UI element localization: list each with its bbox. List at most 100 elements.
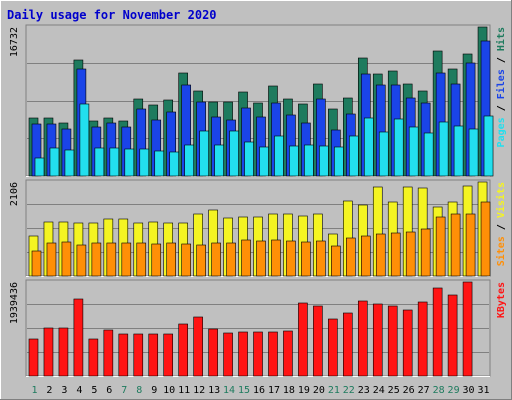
kbytes-bar-kbytes bbox=[417, 301, 428, 377]
kbytes-bar-kbytes bbox=[163, 333, 174, 377]
kbytes-bar-kbytes bbox=[313, 305, 323, 377]
visits-bar-sites bbox=[390, 232, 401, 277]
kbytes-bar-kbytes bbox=[238, 331, 248, 377]
kbytes-bar-kbytes bbox=[343, 312, 353, 377]
day-label: 14 bbox=[223, 385, 235, 396]
hits-bar-pages bbox=[423, 132, 434, 177]
day-label: 12 bbox=[193, 385, 205, 396]
visits-bar-sites bbox=[256, 240, 266, 277]
visits-bar-sites bbox=[196, 244, 206, 277]
day-label: 28 bbox=[433, 385, 445, 396]
hits-axis-label-files: Files bbox=[495, 69, 507, 99]
visits-bar-sites bbox=[316, 240, 326, 277]
day-label: 23 bbox=[358, 385, 370, 396]
visits-bar-sites bbox=[241, 239, 251, 277]
hits-bar-pages bbox=[274, 135, 284, 177]
day-label: 30 bbox=[463, 385, 475, 396]
hits-axis-label-separator: / bbox=[496, 99, 507, 117]
day-label: 3 bbox=[61, 385, 67, 396]
hits-bar-pages bbox=[79, 103, 90, 177]
visits-bar-sites bbox=[405, 231, 416, 277]
kbytes-bar-kbytes bbox=[193, 316, 203, 377]
day-label: 21 bbox=[328, 385, 340, 396]
hits-bar-pages bbox=[408, 126, 419, 177]
visits-bar-sites bbox=[91, 242, 102, 277]
hits-bar-pages bbox=[334, 146, 344, 177]
kbytes-panel: 1939436 KBytes bbox=[9, 279, 507, 377]
day-label: 29 bbox=[448, 385, 460, 396]
kbytes-series-axis-label: KBytes bbox=[496, 282, 507, 318]
hits-axis-label-hits: Hits bbox=[495, 27, 507, 51]
day-label: 22 bbox=[343, 385, 355, 396]
kbytes-bar-kbytes bbox=[133, 333, 144, 377]
day-label: 1 bbox=[31, 385, 37, 396]
visits-bar-sites bbox=[375, 233, 386, 277]
hits-bar-pages bbox=[169, 151, 180, 177]
kbytes-ymax-label: 1939436 bbox=[9, 282, 20, 324]
kbytes-bar-kbytes bbox=[432, 287, 443, 377]
hits-bar-pages bbox=[363, 117, 374, 177]
hits-bar-pages bbox=[319, 145, 329, 177]
hits-bar-pages bbox=[94, 147, 105, 177]
kbytes-bar-kbytes bbox=[402, 309, 413, 377]
visits-axis-label-separator: / bbox=[496, 218, 507, 236]
visits-panel: 2106 Sites / Visits bbox=[9, 179, 507, 277]
hits-bar-pages bbox=[199, 130, 209, 177]
hits-panel: 16732 Pages / Files / Hits bbox=[9, 24, 507, 177]
hits-bar-pages bbox=[124, 148, 135, 177]
hits-bar-pages bbox=[229, 130, 239, 177]
visits-bar-sites bbox=[61, 241, 72, 277]
visits-bar-sites bbox=[181, 243, 191, 277]
hits-series-axis-label: Pages / Files / Hits bbox=[495, 27, 507, 147]
kbytes-bar-kbytes bbox=[178, 323, 188, 377]
visits-bar-sites bbox=[136, 242, 147, 277]
kbytes-bar-kbytes bbox=[328, 318, 338, 377]
visits-bar-sites bbox=[301, 241, 311, 277]
visits-series-axis-label: Sites / Visits bbox=[495, 182, 507, 266]
visits-bar-sites bbox=[465, 213, 476, 277]
kbytes-bar-kbytes bbox=[58, 327, 69, 377]
visits-bar-sites bbox=[271, 239, 281, 277]
chart-title: Daily usage for November 2020 bbox=[7, 8, 217, 22]
visits-bar-sites bbox=[166, 242, 177, 277]
day-label: 20 bbox=[313, 385, 325, 396]
visits-bar-sites bbox=[226, 242, 236, 277]
hits-bar-pages bbox=[49, 147, 60, 177]
hits-axis-label-separator: / bbox=[496, 51, 507, 69]
kbytes-axis-label-kbytes: KBytes bbox=[496, 282, 507, 318]
visits-bar-sites bbox=[420, 228, 431, 277]
day-label: 24 bbox=[373, 385, 385, 396]
day-label: 15 bbox=[238, 385, 250, 396]
day-label: 5 bbox=[91, 385, 97, 396]
kbytes-bar-kbytes bbox=[283, 330, 293, 377]
hits-axis-label-pages: Pages bbox=[496, 117, 507, 147]
day-label: 6 bbox=[106, 385, 112, 396]
kbytes-bar-kbytes bbox=[118, 333, 129, 377]
hits-bar-pages bbox=[139, 148, 150, 177]
day-label: 18 bbox=[283, 385, 295, 396]
visits-bar-sites bbox=[435, 216, 446, 277]
hits-bar-pages bbox=[259, 146, 269, 177]
kbytes-bar-kbytes bbox=[298, 302, 308, 377]
kbytes-bar-kbytes bbox=[103, 329, 114, 377]
visits-bar-sites bbox=[360, 235, 371, 277]
hits-bar-pages bbox=[468, 128, 479, 177]
kbytes-bar-kbytes bbox=[357, 300, 368, 377]
visits-bar-sites bbox=[46, 242, 57, 277]
kbytes-bar-kbytes bbox=[28, 338, 39, 377]
day-label: 31 bbox=[477, 385, 489, 396]
hits-bar-pages bbox=[184, 144, 194, 177]
hits-bar-pages bbox=[214, 144, 224, 177]
day-label: 11 bbox=[178, 385, 190, 396]
day-label: 7 bbox=[121, 385, 127, 396]
hits-bar-pages bbox=[438, 121, 449, 177]
hits-ymax-label: 16732 bbox=[9, 27, 20, 57]
hits-bar-pages bbox=[378, 131, 389, 177]
hits-bar-pages bbox=[304, 144, 314, 177]
kbytes-bar-kbytes bbox=[372, 303, 383, 377]
visits-bar-sites bbox=[211, 242, 221, 277]
visits-bar-sites bbox=[151, 243, 162, 277]
visits-bar-sites bbox=[76, 244, 87, 277]
visits-bar-sites bbox=[346, 237, 356, 277]
hits-bar-pages bbox=[34, 157, 45, 177]
